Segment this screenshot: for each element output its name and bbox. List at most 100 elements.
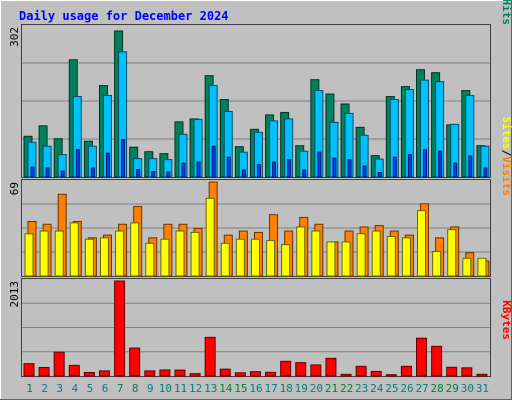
bar-pages-day-3 [60, 170, 65, 178]
bar-sites-day-16 [250, 238, 260, 277]
chart-panels: 302 69 2013 [8, 24, 491, 377]
bar-kbytes-day-16 [249, 371, 261, 377]
x-tick-label: 25 [385, 382, 398, 395]
bar-sites-day-6 [99, 237, 109, 277]
bar-kbytes-day-27 [416, 337, 428, 377]
x-tick-label: 20 [310, 382, 323, 395]
bar-kbytes-day-25 [385, 374, 397, 377]
bar-pages-day-13 [211, 145, 216, 178]
bar-sites-day-24 [371, 230, 381, 277]
bar-kbytes-day-15 [234, 372, 246, 377]
bar-pages-day-17 [272, 161, 277, 178]
bar-sites-day-13 [205, 197, 215, 277]
x-tick-label: 30 [461, 382, 474, 395]
bar-pages-day-16 [256, 164, 261, 178]
x-tick-label: 14 [219, 382, 233, 395]
right-legend: Pages/Files/Hits Sites/Visits KBytes [500, 0, 512, 340]
bar-kbytes-day-9 [144, 370, 156, 377]
bar-sites-day-9 [145, 242, 155, 277]
bar-kbytes-day-18 [280, 360, 292, 377]
bar-pages-day-18 [287, 159, 292, 178]
legend-entry: Sites [500, 117, 512, 150]
bar-kbytes-day-8 [129, 347, 141, 377]
x-tick-label: 27 [415, 382, 428, 395]
x-tick-label: 10 [159, 382, 172, 395]
bar-kbytes-day-2 [38, 367, 50, 377]
bar-kbytes-day-21 [325, 357, 337, 377]
bar-sites-day-28 [432, 250, 442, 277]
bar-pages-day-25 [392, 156, 397, 178]
bar-pages-day-4 [75, 149, 80, 178]
bar-sites-day-1 [24, 233, 34, 277]
x-tick-label: 5 [87, 382, 94, 395]
bar-sites-day-4 [69, 222, 79, 277]
chart-title: Daily usage for December 2024 [19, 9, 229, 23]
bar-sites-day-31 [477, 257, 487, 277]
x-axis-labels: 1 2 3 4 5 6 7 8 9 10 11 12 13 14 15 16 17 18 19 20 21 22 23 24 2… [26, 382, 489, 395]
bar-pages-day-31 [483, 167, 488, 178]
x-tick-label: 21 [325, 382, 338, 395]
bar-kbytes-day-5 [83, 372, 95, 377]
x-tick-label: 2 [41, 382, 48, 395]
bar-pages-day-30 [468, 155, 473, 178]
bar-kbytes-day-14 [219, 368, 231, 377]
bar-pages-day-20 [317, 151, 322, 178]
bar-pages-day-21 [332, 157, 337, 178]
bar-pages-day-2 [45, 167, 50, 178]
bar-sites-day-5 [84, 238, 94, 277]
x-tick-label: 9 [147, 382, 154, 395]
bar-kbytes-day-3 [53, 351, 65, 377]
x-tick-label: 1 [26, 382, 33, 395]
bar-sites-day-15 [235, 238, 245, 277]
bar-pages-day-1 [30, 166, 35, 178]
legend-entry: Visits [500, 156, 512, 196]
bar-sites-day-22 [341, 241, 351, 277]
bar-pages-day-22 [347, 159, 352, 178]
bar-sites-day-10 [160, 238, 170, 277]
x-tick-label: 29 [446, 382, 459, 395]
bar-sites-day-26 [401, 237, 411, 277]
panel-max-label: 2013 [8, 281, 21, 308]
bar-kbytes-day-22 [340, 373, 352, 377]
x-tick-label: 31 [476, 382, 489, 395]
bar-sites-day-20 [311, 230, 321, 277]
bar-kbytes-day-23 [355, 365, 367, 377]
bar-pages-day-23 [362, 165, 367, 178]
x-tick-label: 12 [189, 382, 202, 395]
bar-pages-day-10 [166, 171, 171, 178]
x-tick-label: 13 [204, 382, 217, 395]
bar-sites-day-25 [386, 235, 396, 277]
bar-kbytes-day-4 [68, 364, 80, 377]
legend-label: KBytes [500, 300, 512, 340]
x-tick-label: 19 [295, 382, 308, 395]
bar-kbytes-day-28 [431, 345, 443, 377]
x-tick-label: 11 [174, 382, 187, 395]
bar-kbytes-day-13 [204, 336, 216, 377]
bar-sites-day-19 [296, 226, 306, 277]
bar-sites-day-18 [281, 244, 291, 277]
legend-label: Sites/Visits [500, 117, 512, 197]
bar-pages-day-6 [105, 152, 110, 178]
bar-pages-day-19 [302, 169, 307, 178]
bar-kbytes-day-12 [189, 373, 201, 377]
bar-kbytes-day-1 [23, 363, 35, 377]
x-tick-label: 26 [400, 382, 413, 395]
bar-sites-day-8 [130, 222, 140, 277]
bar-sites-day-12 [190, 231, 200, 277]
bar-sites-day-11 [175, 230, 185, 277]
bar-kbytes-day-17 [265, 371, 277, 377]
bar-sites-day-3 [54, 230, 64, 277]
bar-kbytes-day-11 [174, 369, 186, 377]
legend-entry: / [500, 150, 512, 157]
bar-kbytes-day-26 [400, 365, 412, 377]
bar-pages-day-15 [241, 169, 246, 178]
bar-kbytes-day-24 [370, 370, 382, 377]
bar-kbytes-day-7 [114, 280, 126, 377]
legend-entry: Hits [500, 0, 512, 25]
bar-pages-day-9 [151, 171, 156, 178]
bar-kbytes-day-19 [295, 362, 307, 377]
bar-pages-day-11 [181, 162, 186, 178]
x-tick-label: 17 [264, 382, 277, 395]
